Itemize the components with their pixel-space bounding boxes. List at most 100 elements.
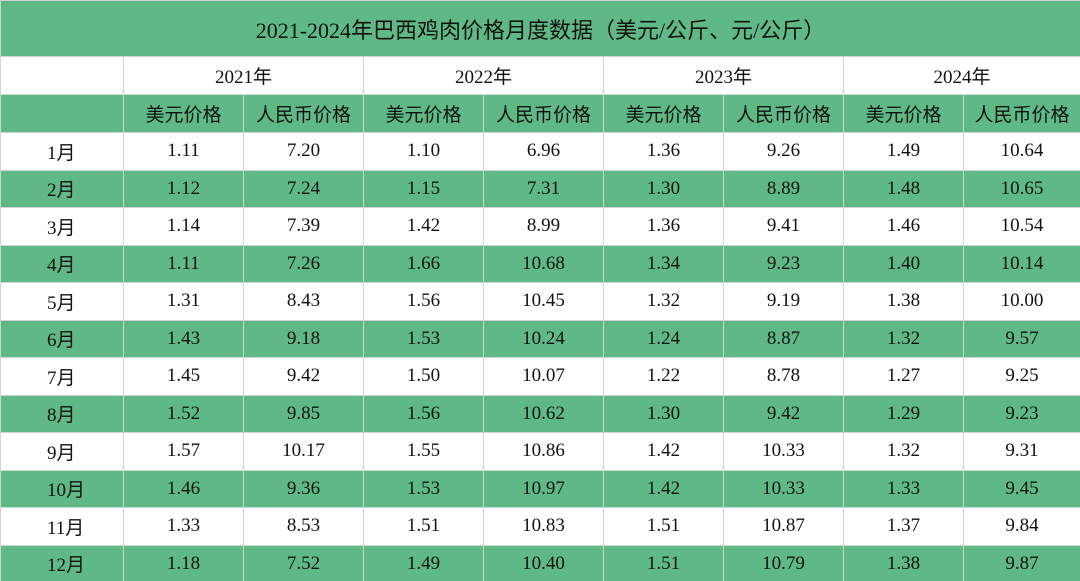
price-cell: 9.41 <box>723 207 844 246</box>
month-label: 4月 <box>0 244 124 283</box>
column-header: 人民币价格 <box>243 94 364 133</box>
price-cell: 1.48 <box>843 169 964 208</box>
price-cell: 1.18 <box>123 544 244 581</box>
price-cell: 1.14 <box>123 207 244 246</box>
price-cell: 10.40 <box>483 544 604 581</box>
month-label: 9月 <box>0 432 124 471</box>
data-row: 8月 1.52 9.85 1.56 10.62 1.30 9.42 1.29 9.23 <box>0 394 1080 433</box>
price-cell: 1.38 <box>843 544 964 581</box>
price-cell: 10.64 <box>962 132 1080 171</box>
price-cell: 1.46 <box>123 469 244 508</box>
price-cell: 1.37 <box>843 507 964 546</box>
year-header: 2023年 <box>603 56 844 95</box>
month-label: 7月 <box>0 357 124 396</box>
data-row: 11月 1.33 8.53 1.51 10.83 1.51 10.87 1.37 9.84 <box>0 507 1080 546</box>
subheader-row: 美元价格 人民币价格 美元价格 人民币价格 美元价格 人民币价格 美元价格 人民币价格 <box>0 94 1080 133</box>
price-cell: 10.83 <box>483 507 604 546</box>
data-row: 2月 1.12 7.24 1.15 7.31 1.30 8.89 1.48 10.65 <box>0 169 1080 208</box>
price-cell: 10.45 <box>483 282 604 321</box>
column-header: 人民币价格 <box>483 94 604 133</box>
price-cell: 1.42 <box>603 469 724 508</box>
column-header: 美元价格 <box>123 94 244 133</box>
price-cell: 9.85 <box>243 394 364 433</box>
price-cell: 9.19 <box>723 282 844 321</box>
price-cell: 1.46 <box>843 207 964 246</box>
price-cell: 1.34 <box>603 244 724 283</box>
price-cell: 1.12 <box>123 169 244 208</box>
price-cell: 9.45 <box>962 469 1080 508</box>
price-cell: 1.55 <box>363 432 484 471</box>
price-cell: 1.56 <box>363 394 484 433</box>
year-header: 2024年 <box>842 56 1080 95</box>
price-cell: 1.66 <box>363 244 484 283</box>
month-label: 12月 <box>0 544 124 581</box>
data-row: 1月 1.11 7.20 1.10 6.96 1.36 9.26 1.49 10.64 <box>0 132 1080 171</box>
price-cell: 9.84 <box>962 507 1080 546</box>
price-cell: 1.51 <box>363 507 484 546</box>
corner-cell <box>0 94 124 133</box>
price-cell: 9.57 <box>962 319 1080 358</box>
price-cell: 10.33 <box>723 432 844 471</box>
column-header: 美元价格 <box>603 94 724 133</box>
data-row: 5月 1.31 8.43 1.56 10.45 1.32 9.19 1.38 10.00 <box>0 282 1080 321</box>
price-cell: 1.42 <box>363 207 484 246</box>
price-cell: 9.42 <box>723 394 844 433</box>
price-cell: 10.17 <box>243 432 364 471</box>
price-cell: 10.62 <box>483 394 604 433</box>
month-label: 10月 <box>0 469 124 508</box>
price-cell: 8.89 <box>723 169 844 208</box>
price-cell: 1.30 <box>603 169 724 208</box>
price-cell: 1.36 <box>603 132 724 171</box>
price-cell: 8.87 <box>723 319 844 358</box>
price-cell: 1.27 <box>843 357 964 396</box>
price-cell: 9.31 <box>962 432 1080 471</box>
data-row: 12月 1.18 7.52 1.49 10.40 1.51 10.79 1.38 9.87 <box>0 544 1080 581</box>
price-cell: 10.24 <box>483 319 604 358</box>
data-row: 3月 1.14 7.39 1.42 8.99 1.36 9.41 1.46 10.54 <box>0 207 1080 246</box>
price-cell: 10.86 <box>483 432 604 471</box>
price-cell: 1.11 <box>123 132 244 171</box>
price-cell: 1.36 <box>603 207 724 246</box>
column-header: 美元价格 <box>363 94 484 133</box>
price-cell: 8.43 <box>243 282 364 321</box>
price-cell: 1.43 <box>123 319 244 358</box>
price-cell: 1.51 <box>603 507 724 546</box>
price-cell: 9.42 <box>243 357 364 396</box>
data-row: 10月 1.46 9.36 1.53 10.97 1.42 10.33 1.33 9.45 <box>0 469 1080 508</box>
price-cell: 1.32 <box>843 432 964 471</box>
price-cell: 7.31 <box>483 169 604 208</box>
price-cell: 7.20 <box>243 132 364 171</box>
price-cell: 1.51 <box>603 544 724 581</box>
price-cell: 1.11 <box>123 244 244 283</box>
price-cell: 1.33 <box>843 469 964 508</box>
price-cell: 9.25 <box>962 357 1080 396</box>
price-cell: 1.10 <box>363 132 484 171</box>
year-header: 2021年 <box>123 56 364 95</box>
price-cell: 1.50 <box>363 357 484 396</box>
price-cell: 9.26 <box>723 132 844 171</box>
price-cell: 10.07 <box>483 357 604 396</box>
price-cell: 1.42 <box>603 432 724 471</box>
price-cell: 1.38 <box>843 282 964 321</box>
price-cell: 1.22 <box>603 357 724 396</box>
price-cell: 1.31 <box>123 282 244 321</box>
price-cell: 10.87 <box>723 507 844 546</box>
price-cell: 1.24 <box>603 319 724 358</box>
price-cell: 10.14 <box>962 244 1080 283</box>
month-label: 8月 <box>0 394 124 433</box>
month-label: 2月 <box>0 169 124 208</box>
price-cell: 10.65 <box>962 169 1080 208</box>
price-cell: 7.26 <box>243 244 364 283</box>
price-cell: 10.54 <box>962 207 1080 246</box>
month-label: 11月 <box>0 507 124 546</box>
price-cell: 1.56 <box>363 282 484 321</box>
month-label: 6月 <box>0 319 124 358</box>
price-cell: 1.30 <box>603 394 724 433</box>
price-cell: 9.87 <box>962 544 1080 581</box>
corner-cell <box>0 56 124 95</box>
price-cell: 10.79 <box>723 544 844 581</box>
price-cell: 1.32 <box>843 319 964 358</box>
